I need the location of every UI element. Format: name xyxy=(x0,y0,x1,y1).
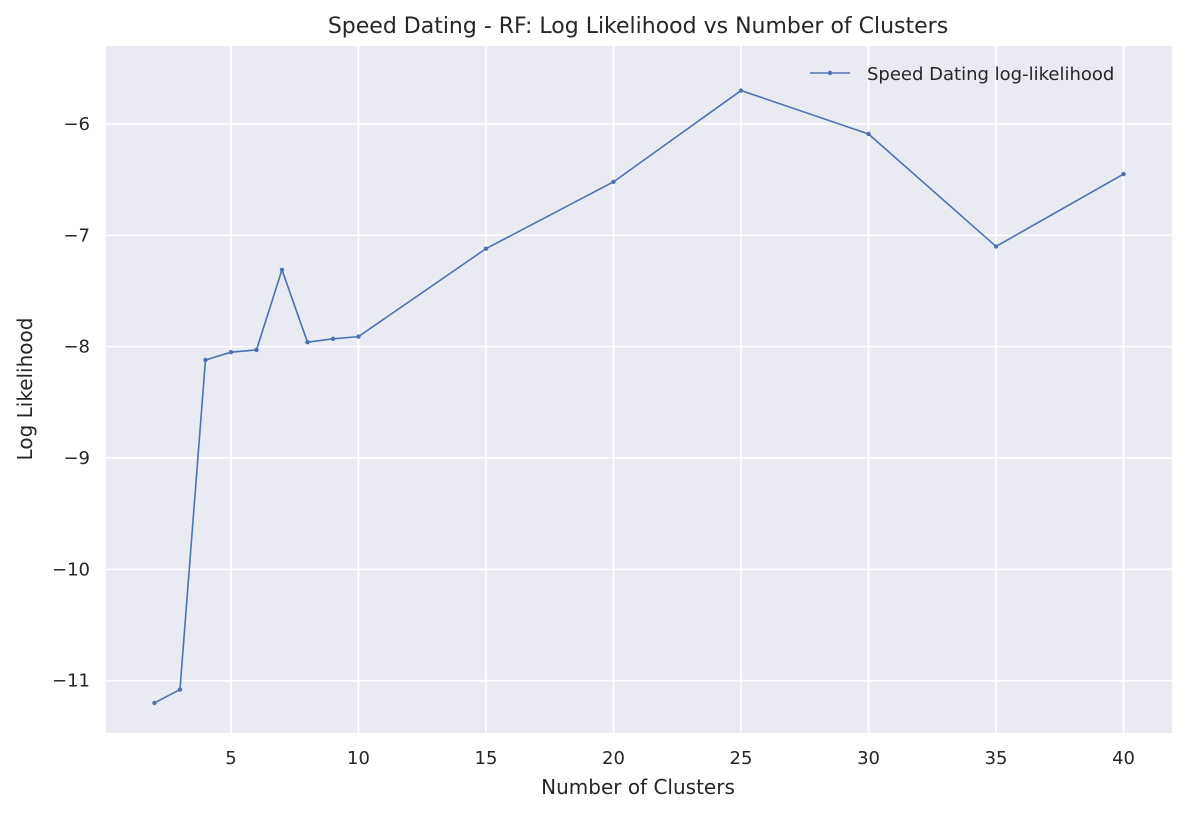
x-tick-label: 15 xyxy=(475,748,498,769)
x-tick-label: 10 xyxy=(347,748,370,769)
data-point xyxy=(152,700,157,706)
data-point xyxy=(177,687,183,692)
y-tick-label: −9 xyxy=(63,448,90,469)
x-tick-label: 5 xyxy=(225,748,236,769)
data-point xyxy=(1121,171,1126,177)
y-tick-label: −11 xyxy=(52,671,90,692)
x-tick-label: 30 xyxy=(857,748,880,769)
data-point xyxy=(866,131,871,137)
data-point xyxy=(305,339,310,345)
y-tick-label: −10 xyxy=(52,559,90,580)
data-point xyxy=(993,244,999,249)
x-tick-label: 25 xyxy=(730,748,753,769)
legend-marker xyxy=(827,70,833,76)
y-axis-label: Log Likelihood xyxy=(13,318,37,461)
data-point xyxy=(254,347,259,353)
tick-labels: 5 10 15 20 25 30 35 40 −11 −10 −9 −8 −7 −6 xyxy=(52,114,1135,769)
x-tick-label: 40 xyxy=(1112,748,1135,769)
data-point xyxy=(203,357,208,363)
data-point xyxy=(356,334,361,339)
x-tick-label: 20 xyxy=(602,748,625,769)
chart-title: Speed Dating - RF: Log Likelihood vs Num… xyxy=(328,14,948,39)
x-axis-label: Number of Clusters xyxy=(541,775,735,799)
data-point xyxy=(279,267,285,273)
plot-area xyxy=(106,46,1172,733)
legend-label: Speed Dating log-likelihood xyxy=(867,64,1114,85)
data-point xyxy=(483,246,489,251)
y-tick-label: −8 xyxy=(63,337,90,358)
y-tick-label: −7 xyxy=(63,225,90,246)
grid-lines xyxy=(106,46,1172,733)
data-point xyxy=(611,179,616,185)
data-point xyxy=(228,349,234,355)
y-tick-label: −6 xyxy=(63,114,90,135)
series-layer xyxy=(152,88,1126,706)
x-tick-label: 35 xyxy=(985,748,1008,769)
legend: Speed Dating log-likelihood xyxy=(810,64,1114,85)
data-point xyxy=(738,88,744,93)
data-point xyxy=(330,336,336,342)
